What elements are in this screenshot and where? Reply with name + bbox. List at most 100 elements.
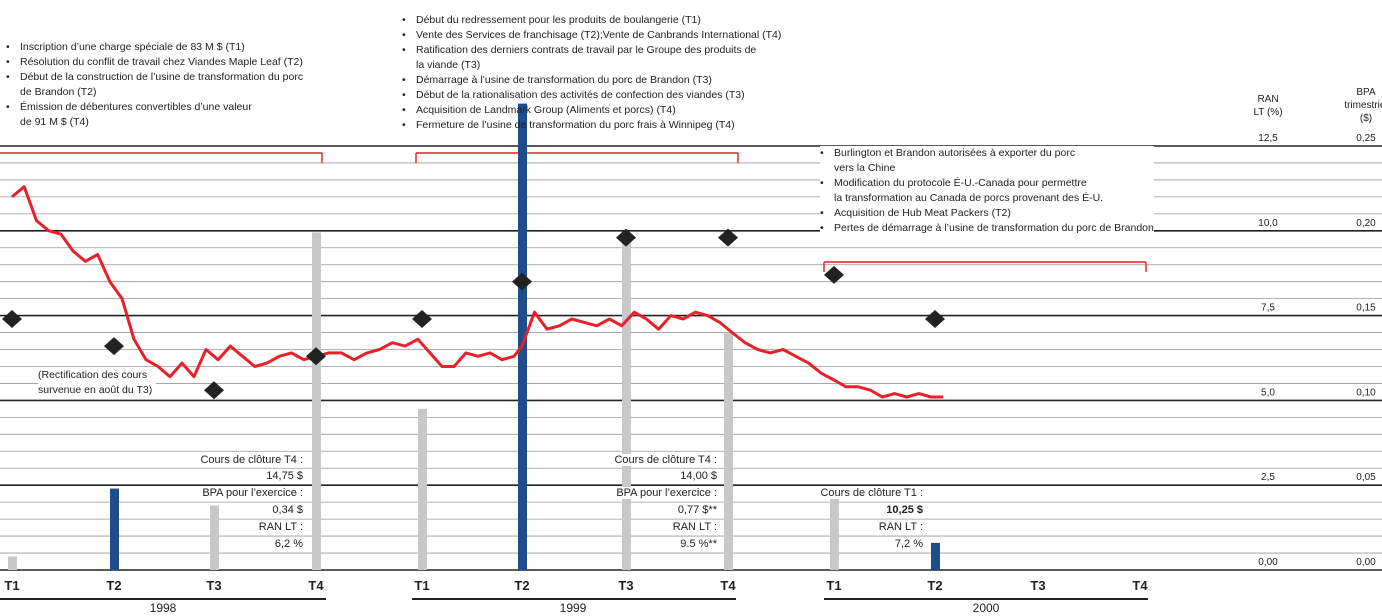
roe-marker [824, 265, 844, 284]
quarter-label: T1 [4, 578, 19, 593]
quarter-label: T1 [414, 578, 429, 593]
annotation-item: Début de la rationalisation des activité… [402, 88, 781, 103]
quarter-label: T2 [927, 578, 942, 593]
annotation-item: Modification du protocole É-U.-Canada po… [820, 176, 1154, 191]
roe-marker [306, 347, 326, 366]
quarter-label: T1 [826, 578, 841, 593]
roe-value: 6,2 % [271, 538, 303, 550]
annotation-item: Fermeture de l’usine de transformation d… [402, 118, 781, 133]
eps-bar [518, 103, 527, 570]
year-label: 1998 [150, 601, 177, 615]
roe-label: RAN LT : [875, 521, 923, 533]
quarter-label: T3 [206, 578, 221, 593]
x-axis: T1 T2 T3 T4 T1 T2 T3 T4 T1 T2 T3 T4 1998 1999 2000 [0, 578, 1148, 615]
annotation-item: Acquisition de Landmark Group (Aliments … [402, 103, 781, 118]
annotation-item: Résolution du conflit de travail chez Vi… [6, 55, 303, 70]
left-axis-tick: 2,5 [1261, 472, 1275, 483]
left-axis-title: RAN [1257, 94, 1278, 105]
left-axis-title: LT (%) [1253, 107, 1282, 118]
left-axis-tick: 10,0 [1258, 218, 1278, 229]
eps-bar [830, 488, 839, 570]
annotation-item: Acquisition de Hub Meat Packers (T2) [820, 206, 1154, 221]
eps-bar [418, 408, 427, 570]
roe-marker [104, 337, 124, 356]
quarter-label: T4 [720, 578, 736, 593]
eps-value: 0,77 $** [674, 504, 717, 516]
eps-bar [110, 488, 119, 570]
close-label: Cours de clôture T4 : [611, 454, 717, 466]
annotation-item: Démarrage à l’usine de transformation du… [402, 73, 781, 88]
roe-markers [2, 228, 945, 400]
eps-bar [312, 232, 321, 570]
right-axis-tick: 0,00 [1356, 557, 1376, 568]
roe-marker [412, 309, 432, 328]
right-axis-tick: 0,05 [1356, 472, 1376, 483]
roe-label: RAN LT : [255, 521, 303, 533]
quarter-label: T2 [514, 578, 529, 593]
roe-marker [925, 309, 945, 328]
left-axis-tick: 5,0 [1261, 387, 1275, 398]
year-label: 1999 [560, 601, 587, 615]
year-label: 2000 [973, 601, 1000, 615]
rectification-note: (Rectification des cours survenue en aoû… [38, 368, 157, 398]
period-bracket [415, 152, 739, 163]
share-price-line [11, 185, 944, 399]
rectification-line: survenue en août du T3) [38, 384, 153, 396]
annotation-block-2000: Burlington et Brandon autorisées à expor… [820, 146, 1154, 236]
eps-label: BPA pour l’exercice : [613, 487, 717, 499]
annotation-block-1998: Inscription d’une charge spéciale de 83 … [6, 40, 303, 130]
roe-marker [616, 228, 636, 247]
roe-value: 9.5 %** [677, 538, 717, 550]
roe-marker [718, 228, 738, 247]
annotation-item: Inscription d’une charge spéciale de 83 … [6, 40, 303, 55]
annotation-item: la transformation au Canada de porcs pro… [834, 192, 1104, 204]
eps-bar [622, 242, 631, 570]
quarter-label: T4 [308, 578, 324, 593]
left-axis-tick: 12,5 [1258, 133, 1278, 144]
annotation-item: Pertes de démarrage à l’usine de transfo… [820, 221, 1154, 236]
eps-value: 0,34 $ [269, 504, 303, 516]
period-bracket [823, 261, 1147, 272]
annotation-item: Début du redressement pour les produits … [402, 13, 781, 28]
close-value: 14,75 $ [263, 470, 303, 482]
roe-marker [2, 309, 22, 328]
annotation-item: Début de la construction de l’usine de t… [6, 70, 303, 85]
close-label: Cours de clôture T1 : [817, 487, 923, 499]
axis-labels: RAN LT (%) BPA trimestriel ($) 12,5 10,0 7,5 5,0… [1253, 87, 1382, 568]
roe-marker [204, 381, 224, 400]
left-axis-tick: 0,00 [1258, 557, 1278, 568]
close-label: Cours de clôture T4 : [197, 454, 303, 466]
annotation-item: Ratification des derniers contrats de tr… [402, 43, 781, 58]
eps-bars [8, 103, 940, 570]
roe-label: RAN LT : [669, 521, 717, 533]
left-axis-tick: 7,5 [1261, 303, 1275, 314]
eps-bar [210, 505, 219, 570]
right-axis-title: trimestriel [1344, 100, 1382, 111]
quarter-label: T2 [106, 578, 121, 593]
eps-label: BPA pour l’exercice : [199, 487, 303, 499]
rectification-line: (Rectification des cours [38, 369, 148, 381]
annotation-item: de 91 M $ (T4) [20, 116, 89, 128]
period-brackets [0, 152, 1147, 272]
quarter-label: T3 [618, 578, 633, 593]
right-axis-tick: 0,20 [1356, 218, 1376, 229]
roe-marker [512, 272, 532, 291]
annotation-item: la viande (T3) [416, 59, 481, 71]
right-axis-tick: 0,15 [1356, 303, 1376, 314]
eps-bar [8, 556, 17, 570]
eps-bar [931, 542, 940, 570]
annotation-item: Émission de débentures convertibles d’un… [6, 100, 303, 115]
annotation-block-1999: Début du redressement pour les produits … [402, 13, 781, 133]
quarter-label: T3 [1030, 578, 1045, 593]
right-axis-tick: 0,10 [1356, 387, 1376, 398]
annotation-item: Vente des Services de franchisage (T2);V… [402, 28, 781, 43]
period-bracket [0, 152, 323, 163]
quarter-label: T4 [1132, 578, 1148, 593]
share-price-series-line [11, 185, 944, 399]
eps-bar [724, 332, 733, 570]
right-axis-title: ($) [1360, 113, 1372, 124]
close-value: 10,25 $ [883, 504, 923, 516]
annotation-item: vers la Chine [834, 162, 896, 174]
right-axis-tick: 0,25 [1356, 133, 1376, 144]
right-axis-title: BPA [1356, 87, 1376, 98]
